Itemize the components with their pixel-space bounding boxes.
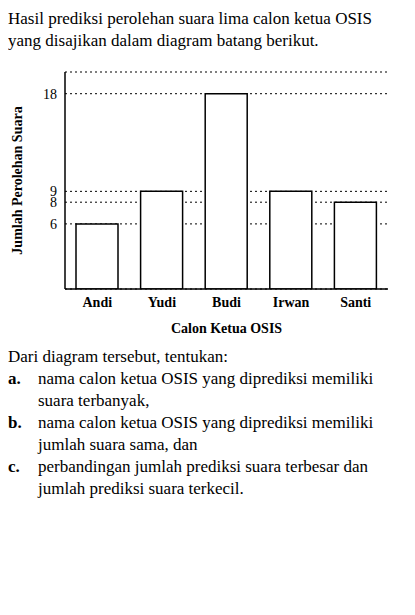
svg-text:8: 8	[50, 195, 57, 211]
svg-text:Calon Ketua OSIS: Calon Ketua OSIS	[171, 321, 282, 336]
html-text:Dari diagram tersebut, tentuka: Dari diagram tersebut, tentukan:	[8, 347, 228, 366]
svg-text:9: 9	[50, 184, 57, 199]
html-text:b.: b.	[8, 413, 22, 432]
html-text:perbandingan jumlah prediksi s: perbandingan jumlah prediksi suara terbe…	[38, 457, 368, 498]
svg-text:Yudi: Yudi	[148, 295, 176, 310]
svg-text:Santi: Santi	[340, 295, 371, 310]
svg-text:6: 6	[50, 217, 57, 232]
html-text:nama calon ketua OSIS yang dip: nama calon ketua OSIS yang diprediksi me…	[38, 413, 374, 454]
svg-text:Irwan: Irwan	[273, 295, 310, 310]
svg-text:18: 18	[43, 87, 57, 102]
svg-text:Andi: Andi	[83, 295, 113, 310]
html-text:nama calon ketua OSIS yang dip: nama calon ketua OSIS yang diprediksi me…	[38, 369, 374, 410]
html-text:c.: c.	[8, 457, 20, 476]
svg-text:Jumlah Perolehan Suara: Jumlah Perolehan Suara	[10, 106, 25, 254]
html-text:Hasil prediksi perolehan suara: Hasil prediksi perolehan suara lima calo…	[8, 9, 372, 50]
svg-text:Budi: Budi	[212, 295, 241, 310]
html-text:a.: a.	[8, 369, 21, 388]
